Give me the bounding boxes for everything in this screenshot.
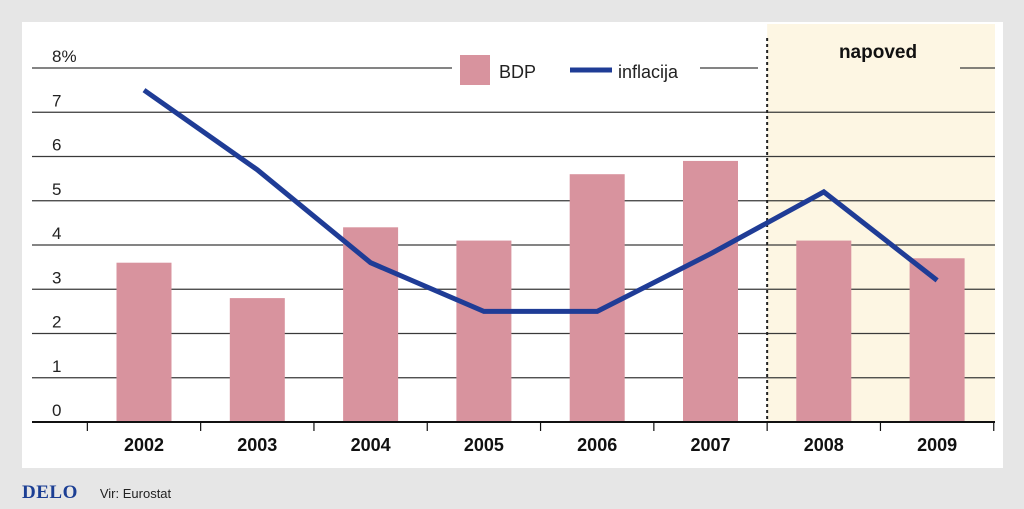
footer: DELO Vir: Eurostat	[22, 481, 171, 505]
x-tick-label: 2006	[577, 435, 617, 455]
bar-bdp-2005	[456, 240, 512, 422]
x-tick-label: 2005	[464, 435, 504, 455]
line-inflacija	[142, 88, 939, 314]
legend-label-inflacija: inflacija	[618, 62, 679, 82]
bar-bdp-2009	[909, 258, 965, 422]
bar-bdp-2006	[569, 174, 625, 422]
y-tick-label: 0	[52, 401, 61, 420]
x-tick-label: 2009	[917, 435, 957, 455]
x-tick-label: 2004	[351, 435, 391, 455]
y-tick-label: 5	[52, 180, 61, 199]
legend-swatch-bdp	[460, 55, 490, 85]
legend-label-bdp: BDP	[499, 62, 536, 82]
x-tick-label: 2003	[237, 435, 277, 455]
delo-logo: DELO	[22, 482, 78, 503]
y-tick-label: 8%	[52, 47, 77, 66]
y-tick-label: 1	[52, 357, 61, 376]
y-tick-label: 2	[52, 313, 61, 332]
bar-bdp-2002	[116, 262, 172, 422]
y-tick-label: 7	[52, 91, 61, 110]
bar-bdp-2003	[229, 298, 285, 422]
source-note: Vir: Eurostat	[99, 485, 172, 501]
x-tick-label: 2007	[690, 435, 730, 455]
bar-bdp-2004	[343, 227, 399, 422]
x-tick-label: 2002	[124, 435, 164, 455]
bar-bdp-2007	[683, 160, 738, 423]
y-tick-label: 6	[52, 136, 61, 155]
x-tick-label: 2008	[804, 435, 844, 455]
y-tick-label: 4	[52, 224, 61, 243]
bar-bdp-2008	[796, 240, 852, 422]
forecast-label: napoved	[839, 42, 917, 63]
y-tick-label: 3	[52, 268, 61, 287]
